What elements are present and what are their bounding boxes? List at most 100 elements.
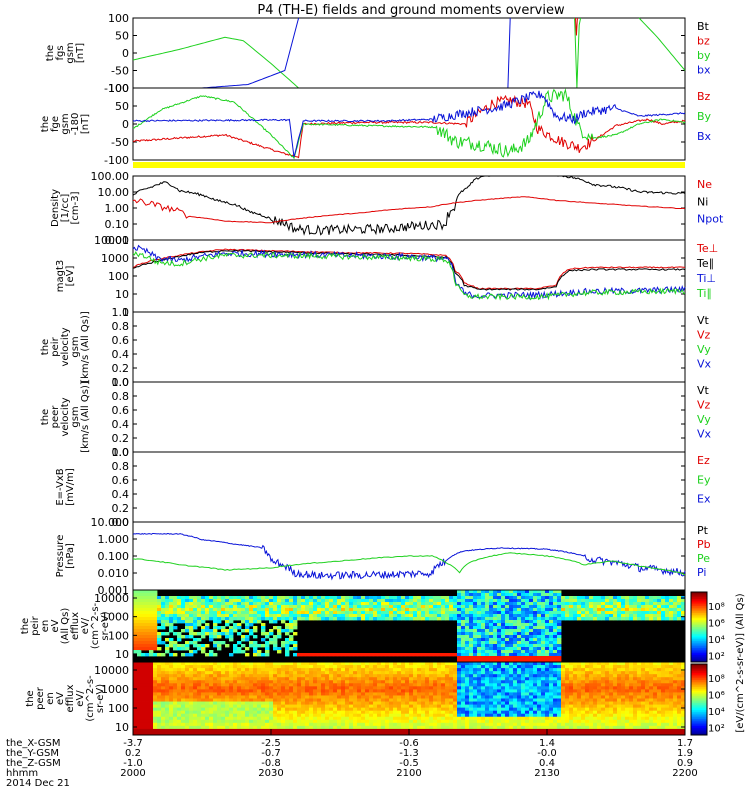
heatmap-cell [273, 626, 278, 630]
heatmap-cell [305, 707, 310, 712]
heatmap-cell [349, 671, 354, 675]
heatmap-cell [409, 617, 414, 621]
legend-Vt: Vt [697, 314, 710, 327]
heatmap-cell [229, 689, 234, 693]
heatmap-cell [597, 611, 602, 615]
heatmap-cell [449, 716, 454, 721]
heatmap-cell [465, 707, 470, 712]
panel-3: 100.0010.001.000.100.01Density[1/cc][cm-… [50, 170, 724, 247]
heatmap-cell [529, 689, 534, 693]
heatmap-cell [537, 722, 542, 727]
heatmap-cell [469, 638, 474, 642]
heatmap-cell [157, 638, 162, 642]
heatmap-cell [577, 698, 582, 702]
heatmap-cell [165, 602, 170, 606]
heatmap-cell [137, 722, 142, 727]
heatmap-cell [541, 728, 546, 733]
heatmap-cell [165, 704, 170, 709]
heatmap-cell [597, 683, 602, 687]
heatmap-cell [281, 629, 286, 633]
heatmap-cell [389, 728, 394, 733]
heatmap-cell [141, 602, 146, 606]
heatmap-cell [161, 596, 166, 600]
heatmap-cell [293, 701, 298, 705]
heatmap-cell [533, 611, 538, 615]
heatmap-cell [489, 665, 494, 669]
heatmap-cell [545, 698, 550, 702]
heatmap-cell [317, 680, 322, 684]
heatmap-cell [517, 602, 522, 606]
heatmap-cell [641, 602, 646, 606]
heatmap-cell [633, 611, 638, 615]
heatmap-cell [289, 719, 294, 724]
heatmap-cell [409, 719, 414, 724]
heatmap-cell [525, 650, 530, 654]
heatmap-cell [297, 686, 302, 690]
heatmap-cell [425, 683, 430, 687]
heatmap-cell [229, 704, 234, 709]
heatmap-cell [345, 701, 350, 705]
heatmap-cell [193, 683, 198, 687]
heatmap-cell [533, 665, 538, 669]
heatmap-cell [525, 725, 530, 730]
heatmap-cell [613, 599, 618, 603]
heatmap-cell [457, 602, 462, 606]
heatmap-cell [273, 680, 278, 684]
heatmap-cell [265, 686, 270, 690]
heatmap-cell [565, 674, 570, 678]
heatmap-cell [165, 692, 170, 696]
heatmap-cell [477, 719, 482, 724]
y-tick-label: 0 [122, 118, 129, 131]
heatmap-cell [245, 725, 250, 730]
heatmap-cell [605, 704, 610, 709]
heatmap-cell [561, 695, 566, 699]
heatmap-cell [345, 710, 350, 715]
heatmap-cell [561, 722, 566, 727]
heatmap-cell [533, 710, 538, 715]
heatmap-cell [485, 656, 490, 660]
heatmap-cell [569, 713, 574, 718]
heatmap-cell [481, 710, 486, 715]
heatmap-cell [393, 653, 398, 657]
heatmap-cell [197, 623, 202, 627]
heatmap-cell [369, 731, 374, 736]
heatmap-cell [473, 647, 478, 651]
heatmap-cell [141, 617, 146, 621]
heatmap-cell [445, 665, 450, 669]
heatmap-cell [601, 728, 606, 733]
heatmap-cell [165, 716, 170, 721]
heatmap-cell [265, 641, 270, 645]
heatmap-cell [285, 623, 290, 627]
heatmap-cell [521, 689, 526, 693]
heatmap-cell [365, 710, 370, 715]
heatmap-cell [321, 605, 326, 609]
heatmap-cell [169, 629, 174, 633]
heatmap-cell [185, 641, 190, 645]
heatmap-cell [305, 719, 310, 724]
heatmap-cell [193, 608, 198, 612]
heatmap-cell [365, 719, 370, 724]
heatmap-cell [557, 719, 562, 724]
heatmap-cell [597, 728, 602, 733]
heatmap-cell [665, 596, 670, 600]
heatmap-cell [229, 677, 234, 681]
heatmap-cell [401, 698, 406, 702]
heatmap-cell [157, 641, 162, 645]
heatmap-cell [537, 689, 542, 693]
heatmap-cell [145, 596, 150, 600]
heatmap-cell [377, 731, 382, 736]
heatmap-cell [177, 671, 182, 675]
heatmap-cell [429, 614, 434, 618]
heatmap-cell [617, 596, 622, 600]
heatmap-cell [221, 692, 226, 696]
heatmap-cell [405, 683, 410, 687]
heatmap-cell [401, 680, 406, 684]
heatmap-cell [661, 602, 666, 606]
heatmap-cell [181, 668, 186, 672]
heatmap-cell [349, 716, 354, 721]
heatmap-cell [337, 728, 342, 733]
heatmap-cell [449, 689, 454, 693]
heatmap-cell [369, 668, 374, 672]
heatmap-cell [177, 704, 182, 709]
heatmap-cell [505, 611, 510, 615]
